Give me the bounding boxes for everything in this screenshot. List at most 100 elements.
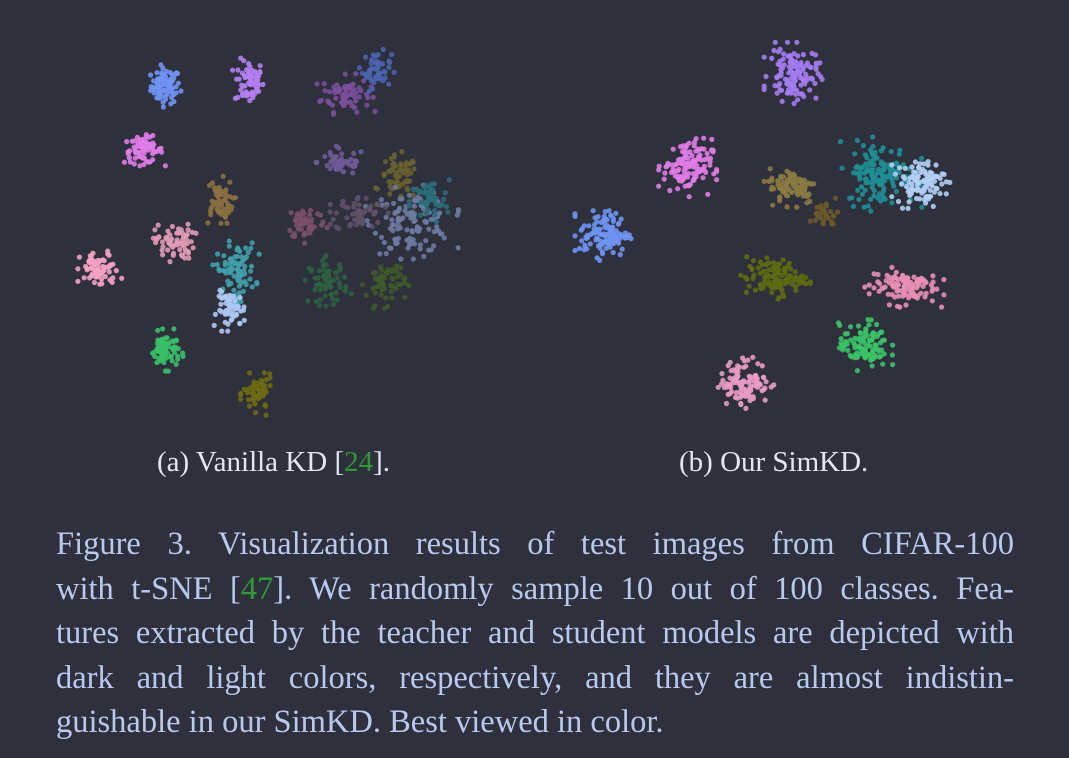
scatter-point (604, 231, 610, 237)
scatter-point (784, 204, 790, 210)
scatter-point (127, 159, 133, 165)
scatter-point (212, 187, 218, 193)
scatter-point (86, 257, 93, 263)
scatter-point (709, 136, 715, 142)
scatter-point (398, 161, 404, 167)
scatter-point (604, 217, 610, 223)
scatter-point (226, 238, 232, 244)
scatter-point (263, 412, 269, 418)
citation-link-24[interactable]: 24 (344, 446, 374, 478)
scatter-point (838, 340, 844, 346)
scatter-point (223, 187, 229, 193)
scatter-point (378, 197, 384, 203)
scatter-point (356, 85, 362, 91)
scatter-point (877, 182, 883, 188)
scatter-point (912, 169, 919, 175)
scatter-point (592, 215, 598, 221)
scatter-point (372, 54, 378, 60)
scatter-point (903, 276, 910, 282)
scatter-point (690, 164, 696, 170)
scatter-point (880, 361, 886, 367)
scatter-point (876, 191, 883, 197)
cluster-2 (656, 135, 720, 200)
scatter-point (426, 226, 432, 232)
scatter-point (900, 174, 906, 180)
scatter-point (406, 192, 412, 198)
scatter-point (391, 152, 398, 158)
scatter-point (232, 296, 238, 302)
scatter-point (870, 134, 876, 140)
scatter-point (241, 317, 247, 323)
scatter-point (814, 210, 820, 216)
scatter-point (352, 217, 358, 223)
scatter-point (800, 193, 806, 199)
scatter-point (675, 186, 681, 192)
scatter-point (852, 344, 858, 351)
scatter-point (321, 272, 327, 278)
scatter-point (369, 57, 375, 63)
scatter-point (261, 370, 267, 376)
scatter-point (757, 259, 763, 265)
scatter-point (287, 227, 293, 233)
scatter-point (381, 68, 387, 75)
scatter-point (586, 223, 592, 229)
scatter-point (853, 165, 859, 171)
scatter-point (137, 142, 144, 148)
scatter-point (231, 273, 237, 279)
scatter-point (142, 140, 148, 146)
scatter-point (405, 167, 411, 173)
scatter-point (719, 381, 725, 387)
scatter-point (312, 275, 318, 281)
scatter-point (827, 208, 834, 215)
scatter-point (146, 159, 152, 165)
scatter-point (837, 139, 844, 145)
scatter-point (333, 270, 339, 276)
scatter-point (245, 249, 251, 256)
scatter-point (423, 200, 429, 206)
scatter-point (784, 90, 790, 96)
cluster-10 (287, 207, 330, 246)
scatter-point (119, 275, 125, 281)
scatter-point (618, 232, 624, 238)
scatter-point (237, 268, 243, 274)
scatter-point (88, 253, 94, 259)
cluster-9 (406, 177, 452, 225)
scatter-point (769, 175, 775, 181)
scatter-point (903, 183, 909, 190)
scatter-point (793, 284, 799, 290)
scatter-point (235, 304, 241, 310)
scatter-point (841, 344, 847, 350)
scatter-point (856, 196, 862, 203)
scatter-point (370, 270, 377, 276)
scatter-point (323, 262, 329, 268)
scatter-point (165, 368, 171, 374)
scatter-point (240, 288, 246, 294)
scatter-point (91, 279, 98, 286)
scatter-point (237, 260, 243, 266)
caption-line-2-suffix: ]. We randomly sample 10 out of 100 clas… (273, 570, 1014, 607)
citation-link-47[interactable]: 47 (240, 570, 274, 607)
scatter-point (317, 268, 323, 274)
scatter-point (389, 217, 395, 223)
scatter-point (162, 87, 168, 93)
scatter-point (933, 185, 939, 191)
scatter-point (808, 181, 814, 187)
scatter-point (784, 39, 791, 45)
scatter-point (912, 159, 918, 165)
scatter-point (236, 76, 242, 82)
scatter-point (786, 170, 792, 176)
scatter-point (774, 264, 780, 270)
scatter-point (918, 188, 924, 194)
scatter-point (418, 200, 424, 206)
scatter-point (662, 170, 668, 176)
scatter-point (937, 175, 943, 181)
scatter-point (323, 253, 329, 259)
scatter-point (333, 95, 339, 101)
scatter-point (837, 322, 843, 328)
scatter-point (173, 337, 179, 343)
scatter-point (719, 371, 725, 377)
scatter-point (700, 175, 706, 181)
scatter-point (295, 211, 301, 217)
scatter-point (245, 390, 251, 396)
